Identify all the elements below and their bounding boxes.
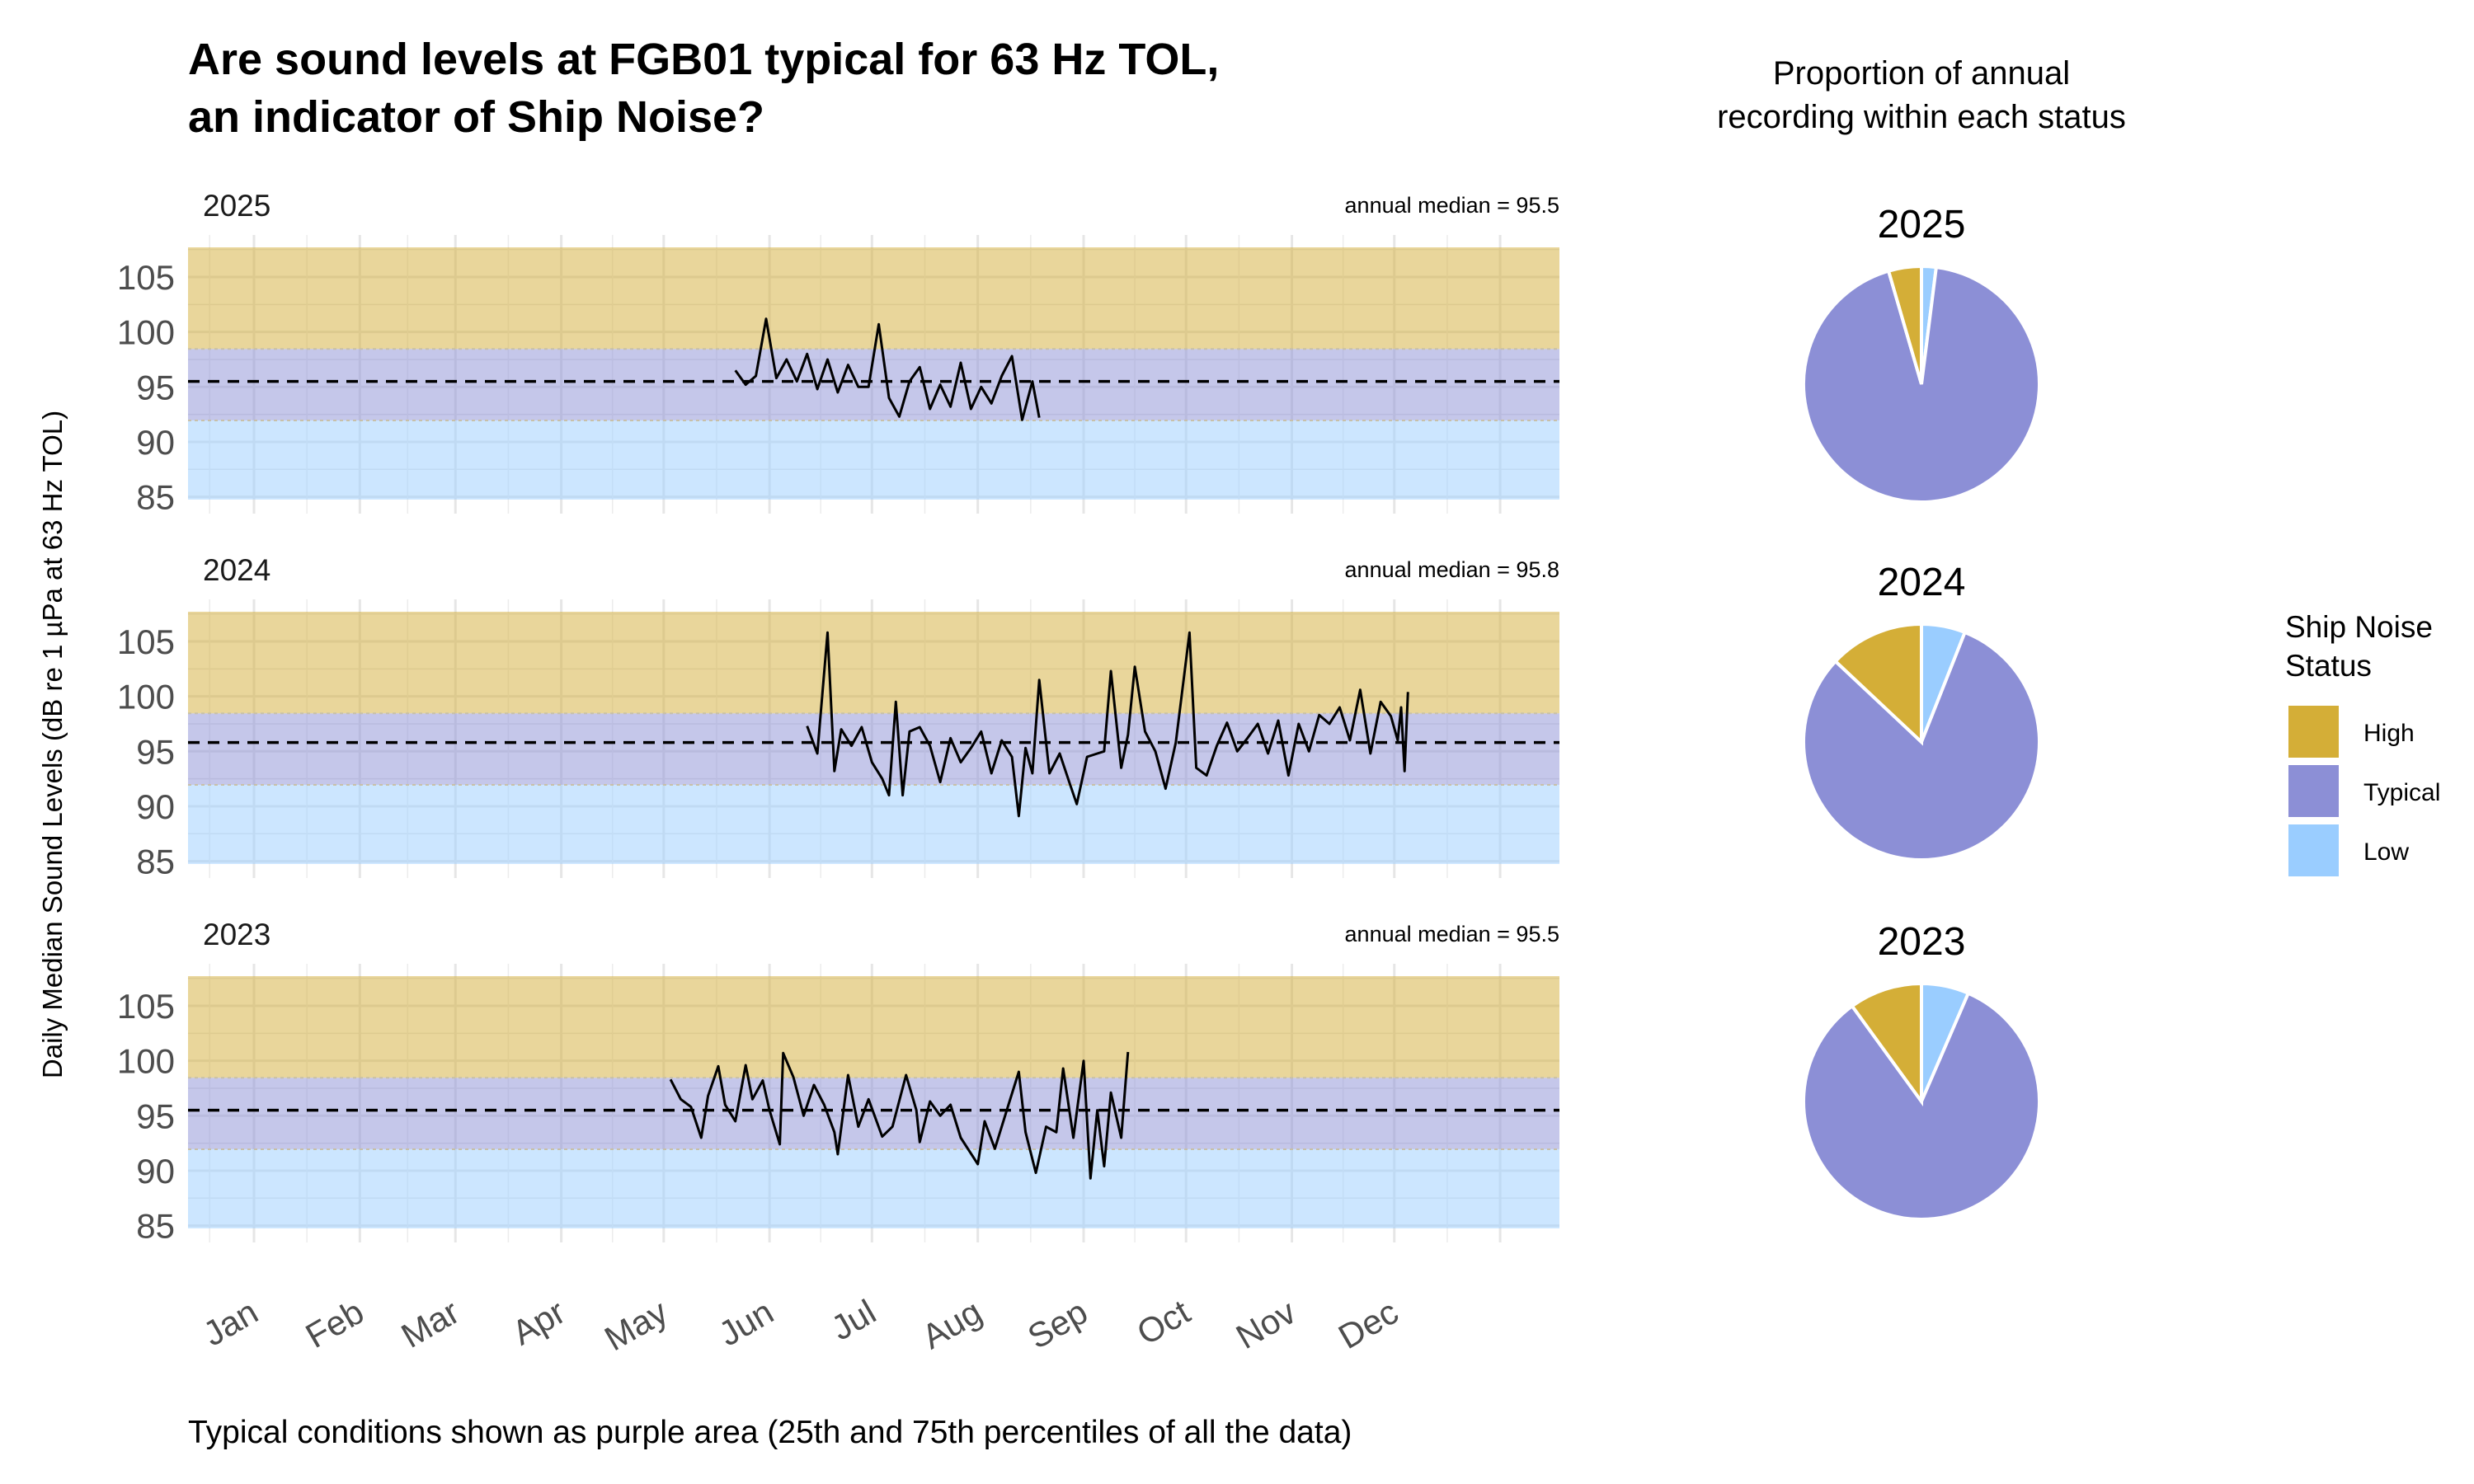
pie-slice-typical bbox=[1802, 265, 2041, 504]
y-tick-label: 105 bbox=[117, 258, 175, 297]
x-axis: Jan Feb Mar Apr May Jun Jul Aug Sep Oct Nov Dec bbox=[196, 1292, 1404, 1359]
pie-slice-high bbox=[1886, 264, 1923, 385]
y-axis-label: Daily Median Sound Levels (dB re 1 µPa a… bbox=[37, 411, 68, 1078]
legend-key-typical bbox=[2288, 765, 2339, 817]
band-high bbox=[188, 247, 1559, 350]
pie-year-label: 2025 bbox=[1878, 203, 1966, 247]
band-typical bbox=[188, 713, 1559, 785]
y-tick-label: 95 bbox=[136, 368, 175, 406]
panel-year-label: 2025 bbox=[203, 189, 270, 223]
panel-2023: 85 90 95 100 105 2023 annual median = 95.5 bbox=[117, 918, 1559, 1246]
series-line-2024 bbox=[806, 631, 1409, 818]
pie-header-line2: recording within each status bbox=[1717, 99, 2126, 135]
y-tick-label: 85 bbox=[136, 843, 175, 881]
pie-panels: 2025 2024 2023 bbox=[1802, 203, 2041, 1221]
pie-2023: 2023 bbox=[1802, 920, 2041, 1221]
pie-2025: 2025 bbox=[1802, 203, 2041, 504]
chart-title-line2: an indicator of Ship Noise? bbox=[188, 92, 764, 142]
x-tick-label: Oct bbox=[1131, 1292, 1197, 1353]
series-line-2025 bbox=[734, 317, 1041, 421]
legend: Ship Noise Status High Typical Low bbox=[2285, 610, 2440, 876]
line-panels: 85 90 95 100 105 2025 annual median = 95.5 85 90… bbox=[117, 189, 1559, 1246]
pie-slice-typical bbox=[1802, 630, 2041, 862]
caption: Typical conditions shown as purple area … bbox=[188, 1415, 1352, 1450]
x-tick-label: Dec bbox=[1332, 1292, 1404, 1356]
x-tick-label: Jul bbox=[825, 1292, 882, 1348]
y-tick-label: 90 bbox=[136, 787, 175, 826]
pie-header-line1: Proportion of annual bbox=[1773, 55, 2070, 92]
y-tick-label: 100 bbox=[117, 313, 175, 352]
y-tick-label: 85 bbox=[136, 478, 175, 517]
series-line-2023 bbox=[669, 1051, 1130, 1180]
legend-key-high bbox=[2288, 706, 2339, 758]
pie-year-label: 2023 bbox=[1878, 920, 1966, 964]
pie-slice-high bbox=[1832, 622, 1923, 746]
y-tick-label: 95 bbox=[136, 732, 175, 771]
y-tick-label: 100 bbox=[117, 678, 175, 716]
pie-2024: 2024 bbox=[1802, 561, 2041, 862]
y-tick-label: 105 bbox=[117, 987, 175, 1026]
y-tick-label: 100 bbox=[117, 1042, 175, 1081]
y-tick-label: 105 bbox=[117, 622, 175, 661]
panel-year-label: 2023 bbox=[203, 918, 270, 951]
pie-slice-typical bbox=[1802, 991, 2041, 1221]
band-low bbox=[188, 1148, 1559, 1228]
annual-median-label: annual median = 95.5 bbox=[1345, 922, 1559, 946]
y-tick-label: 95 bbox=[136, 1097, 175, 1135]
x-tick-label: Nov bbox=[1230, 1292, 1302, 1356]
x-tick-label: Mar bbox=[395, 1292, 466, 1355]
panel-2025: 85 90 95 100 105 2025 annual median = 95.5 bbox=[117, 189, 1559, 517]
legend-key-low bbox=[2288, 824, 2339, 876]
x-tick-label: May bbox=[598, 1292, 674, 1358]
legend-label: High bbox=[2363, 720, 2415, 747]
pie-slice-high bbox=[1850, 981, 1923, 1107]
y-tick-label: 90 bbox=[136, 1152, 175, 1190]
chart-title-line1: Are sound levels at FGB01 typical for 63… bbox=[188, 35, 1219, 84]
y-tick-label: 85 bbox=[136, 1207, 175, 1246]
legend-label: Low bbox=[2363, 838, 2409, 866]
x-tick-label: Feb bbox=[299, 1292, 370, 1355]
annual-median-label: annual median = 95.5 bbox=[1345, 193, 1559, 218]
legend-title-line2: Status bbox=[2285, 649, 2372, 683]
band-high bbox=[188, 612, 1559, 714]
pie-year-label: 2024 bbox=[1878, 561, 1966, 604]
x-tick-label: Jan bbox=[196, 1292, 264, 1354]
band-high bbox=[188, 976, 1559, 1078]
x-tick-label: Jun bbox=[712, 1292, 779, 1354]
x-tick-label: Apr bbox=[506, 1292, 571, 1352]
x-tick-label: Aug bbox=[915, 1292, 988, 1356]
band-low bbox=[188, 420, 1559, 500]
band-low bbox=[188, 784, 1559, 864]
legend-label: Typical bbox=[2363, 779, 2440, 806]
x-tick-label: Sep bbox=[1021, 1292, 1094, 1356]
legend-title-line1: Ship Noise bbox=[2285, 610, 2433, 644]
panel-2024: 85 90 95 100 105 2024 annual median = 95.8 bbox=[117, 553, 1559, 881]
panel-year-label: 2024 bbox=[203, 553, 270, 587]
annual-median-label: annual median = 95.8 bbox=[1345, 557, 1559, 582]
y-tick-label: 90 bbox=[136, 423, 175, 462]
